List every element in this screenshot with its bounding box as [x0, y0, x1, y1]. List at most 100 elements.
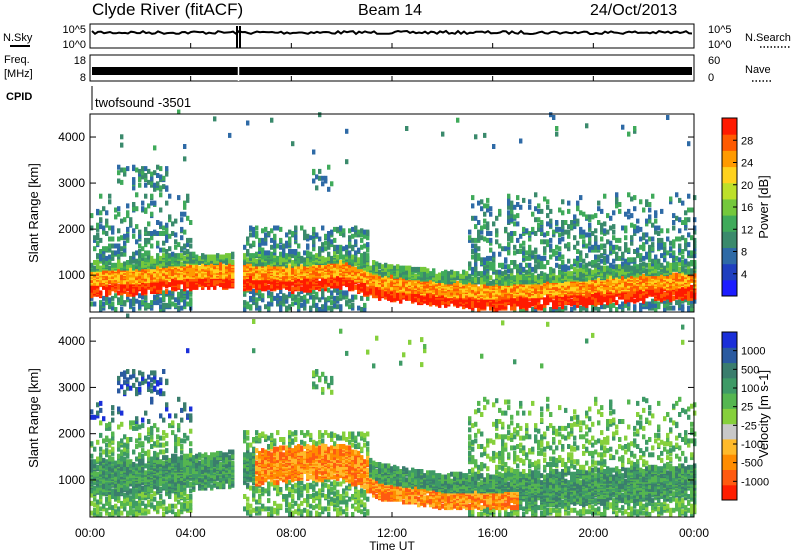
power-cell: [555, 302, 559, 308]
power-cell: [630, 240, 634, 246]
power-cell: [645, 304, 649, 310]
power-cell: [360, 286, 364, 292]
power-cell: [120, 273, 124, 279]
power-cell: [90, 301, 94, 307]
power-cell: [624, 272, 628, 278]
power-cell: [282, 247, 286, 253]
power-cell: [132, 291, 136, 297]
power-cell: [354, 269, 358, 275]
power-cell: [141, 174, 145, 180]
power-cell: [141, 260, 145, 265]
power-cell: [276, 225, 280, 231]
power-cell: [105, 273, 109, 279]
power-cell: [93, 260, 97, 265]
power-cell: [138, 264, 142, 270]
power-cell: [132, 164, 136, 170]
power-cell: [648, 202, 652, 207]
power-cell: [564, 243, 568, 249]
power-cell: [588, 217, 592, 223]
power-cell: [357, 264, 361, 270]
power-cell: [468, 280, 472, 286]
power-cell: [537, 208, 541, 214]
power-cell: [141, 266, 145, 272]
power-cell: [468, 235, 472, 241]
power-cell: [126, 210, 130, 216]
power-cell: [333, 262, 337, 268]
power-cell: [156, 284, 160, 290]
power-cell: [312, 233, 316, 239]
power-cell: [327, 287, 331, 293]
power-cell: [189, 272, 193, 278]
power-cell: [477, 232, 481, 238]
power-cell: [360, 307, 364, 312]
power-cell: [396, 294, 400, 300]
power-cell: [339, 295, 343, 301]
power-cell: [483, 257, 487, 263]
power-cell: [306, 284, 310, 290]
power-cell: [423, 266, 427, 272]
power-cell: [186, 279, 190, 285]
power-cell: [576, 258, 580, 264]
power-cell: [312, 178, 316, 184]
power-cell: [189, 284, 193, 290]
power-cell: [591, 282, 595, 288]
power-cell: [654, 218, 658, 224]
power-cell: [420, 266, 424, 272]
power-cell: [204, 257, 208, 263]
power-cell: [585, 253, 589, 259]
power-cell: [462, 278, 466, 283]
power-cell: [609, 243, 613, 249]
power-cell: [294, 275, 298, 281]
power-cell: [639, 275, 643, 281]
power-cell: [210, 272, 214, 278]
power-cell: [297, 243, 301, 249]
power-cell: [558, 272, 562, 278]
power-cell: [150, 193, 154, 199]
power-cell: [324, 175, 328, 181]
power-cell: [465, 271, 469, 277]
power-cell: [603, 255, 607, 261]
power-cell: [111, 301, 115, 307]
power-cell: [441, 275, 445, 281]
power-cell: [186, 193, 190, 199]
power-cell: [459, 280, 463, 286]
power-cell: [153, 294, 157, 300]
power-cell: [663, 250, 667, 256]
power-cell: [117, 261, 121, 267]
power-cell: [339, 253, 343, 259]
power-cell: [531, 278, 535, 283]
power-cell: [645, 239, 649, 245]
power-cell: [213, 273, 217, 279]
power-cell: [486, 300, 490, 306]
power-cell: [531, 253, 535, 259]
power-cell: [618, 208, 622, 214]
power-cell: [336, 268, 340, 274]
power-cell: [513, 250, 517, 256]
power-cell: [453, 300, 457, 306]
power-cell: [249, 284, 253, 290]
power-cell: [507, 196, 511, 202]
power-cell: [525, 283, 529, 289]
power-cell: [483, 224, 487, 230]
power-cell: [138, 258, 142, 264]
power-cell: [528, 279, 532, 285]
power-cell: [339, 260, 343, 265]
power-cell: [180, 235, 184, 241]
power-cell: [528, 266, 532, 272]
power-cell: [465, 293, 469, 299]
power-cell: [540, 276, 544, 282]
power-cell: [546, 231, 550, 236]
power-cell: [594, 239, 598, 245]
power-cell: [132, 258, 136, 264]
power-cell: [120, 134, 124, 140]
power-cell: [537, 261, 541, 267]
power-cell: [96, 222, 100, 228]
power-cell: [570, 224, 574, 230]
power-cell: [288, 280, 292, 286]
power-cell: [255, 233, 259, 239]
power-cell: [471, 195, 475, 201]
power-cell: [549, 272, 553, 278]
power-cell: [594, 266, 598, 272]
power-cell: [564, 264, 568, 270]
power-cell: [513, 204, 517, 210]
